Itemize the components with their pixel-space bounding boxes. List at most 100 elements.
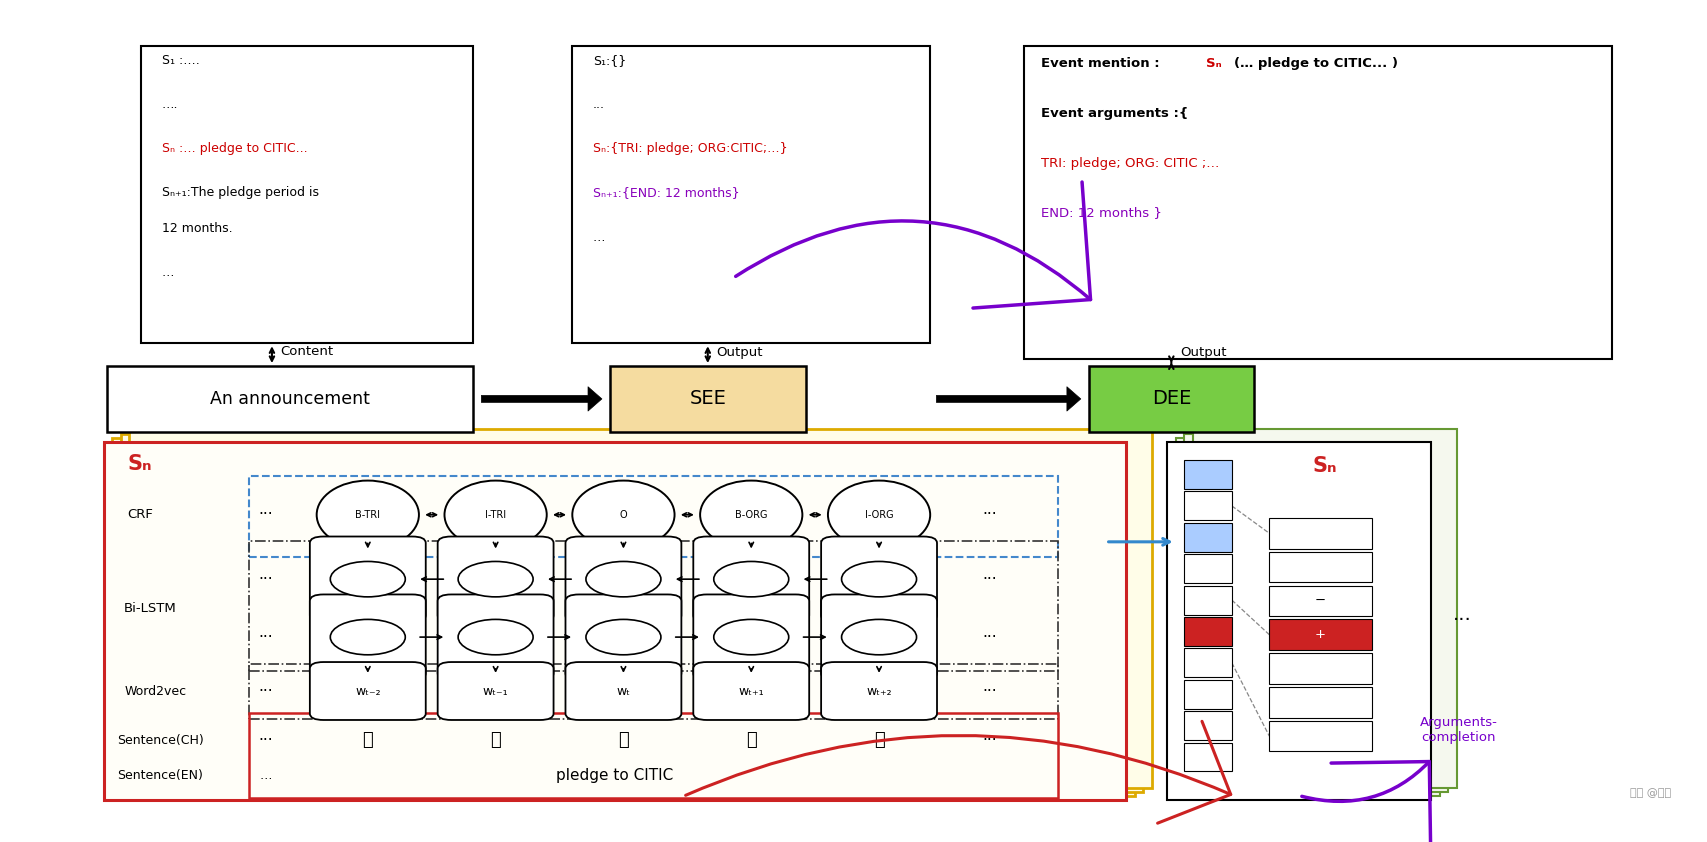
- Text: …: …: [592, 231, 606, 243]
- Text: Sₙ₊₁:The pledge period is: Sₙ₊₁:The pledge period is: [162, 186, 319, 200]
- Text: Sentence(CH): Sentence(CH): [118, 733, 205, 747]
- Bar: [1270, 653, 1372, 684]
- Text: ···: ···: [258, 630, 273, 645]
- Text: Word2vec: Word2vec: [125, 685, 186, 697]
- FancyBboxPatch shape: [693, 536, 809, 621]
- Bar: [1270, 585, 1372, 616]
- Text: Output: Output: [717, 346, 763, 360]
- Circle shape: [329, 620, 405, 655]
- Text: wₜ₊₂: wₜ₊₂: [865, 685, 891, 697]
- Text: …: …: [259, 769, 271, 782]
- Bar: [1185, 523, 1232, 552]
- Text: wₜ: wₜ: [616, 685, 630, 697]
- Bar: [249, 477, 1058, 557]
- Ellipse shape: [700, 481, 802, 549]
- Bar: [1185, 585, 1232, 615]
- Text: wₜ₋₁: wₜ₋₁: [483, 685, 509, 697]
- Text: Sₙ: Sₙ: [1313, 456, 1337, 476]
- FancyBboxPatch shape: [437, 594, 553, 679]
- Bar: [121, 434, 1144, 791]
- Text: ….: ….: [162, 98, 178, 111]
- Bar: [1185, 711, 1232, 740]
- Text: DEE: DEE: [1152, 389, 1191, 408]
- Bar: [1185, 434, 1448, 791]
- Text: I-ORG: I-ORG: [865, 509, 893, 520]
- Circle shape: [329, 562, 405, 597]
- Bar: [1270, 721, 1372, 751]
- FancyBboxPatch shape: [437, 662, 553, 720]
- Circle shape: [586, 562, 661, 597]
- Text: ···: ···: [258, 733, 273, 748]
- FancyBboxPatch shape: [565, 662, 681, 720]
- Bar: [1193, 429, 1456, 787]
- Text: Sₙ:{TRI: pledge; ORG:CITIC;…}: Sₙ:{TRI: pledge; ORG:CITIC;…}: [592, 142, 787, 155]
- FancyBboxPatch shape: [565, 594, 681, 679]
- Text: S₁ :….: S₁ :….: [162, 54, 200, 67]
- FancyBboxPatch shape: [821, 536, 937, 621]
- FancyBboxPatch shape: [311, 594, 425, 679]
- Bar: [142, 45, 473, 344]
- Circle shape: [457, 620, 533, 655]
- Text: I-TRI: I-TRI: [485, 509, 507, 520]
- FancyBboxPatch shape: [693, 662, 809, 720]
- Bar: [249, 664, 1058, 719]
- Bar: [130, 429, 1152, 787]
- Bar: [1089, 366, 1255, 432]
- Text: Sentence(EN): Sentence(EN): [118, 769, 203, 782]
- Text: Bi-LSTM: Bi-LSTM: [125, 602, 178, 615]
- Text: wₜ₋₂: wₜ₋₂: [355, 685, 381, 697]
- Text: ···: ···: [983, 630, 997, 645]
- Ellipse shape: [318, 481, 418, 549]
- Text: Sₙ: Sₙ: [1207, 57, 1222, 70]
- FancyArrowPatch shape: [686, 722, 1231, 823]
- Bar: [1185, 460, 1232, 489]
- Bar: [1270, 620, 1372, 650]
- Text: B-ORG: B-ORG: [736, 509, 768, 520]
- Bar: [1185, 492, 1232, 520]
- Bar: [1185, 743, 1232, 771]
- Text: Arguments-
completion: Arguments- completion: [1420, 716, 1497, 743]
- Text: 信: 信: [874, 731, 884, 749]
- Text: Sₙ: Sₙ: [128, 454, 152, 474]
- Text: +: +: [1314, 628, 1326, 642]
- Text: ···: ···: [983, 572, 997, 587]
- Circle shape: [457, 562, 533, 597]
- Ellipse shape: [572, 481, 674, 549]
- Text: TRI: pledge; ORG: CITIC ;…: TRI: pledge; ORG: CITIC ;…: [1041, 157, 1219, 169]
- Text: ···: ···: [983, 507, 997, 522]
- Bar: [1270, 687, 1372, 717]
- Text: ···: ···: [258, 684, 273, 699]
- Text: 给: 给: [618, 731, 628, 749]
- Text: Content: Content: [280, 345, 333, 358]
- Text: Sₙ :… pledge to CITIC...: Sₙ :… pledge to CITIC...: [162, 142, 307, 155]
- Text: 知乎 @婵婵: 知乎 @婵婵: [1630, 788, 1671, 798]
- Text: ···: ···: [983, 733, 997, 748]
- Ellipse shape: [828, 481, 930, 549]
- Text: 中: 中: [746, 731, 756, 749]
- Bar: [108, 366, 473, 432]
- Circle shape: [842, 620, 917, 655]
- Text: END: 12 months }: END: 12 months }: [1041, 206, 1162, 220]
- FancyBboxPatch shape: [437, 536, 553, 621]
- Text: wₜ₊₁: wₜ₊₁: [739, 685, 765, 697]
- Text: ···: ···: [258, 507, 273, 522]
- Text: ···: ···: [983, 684, 997, 699]
- Bar: [1185, 648, 1232, 677]
- FancyBboxPatch shape: [821, 594, 937, 679]
- Bar: [572, 45, 930, 344]
- Text: An announcement: An announcement: [210, 390, 370, 408]
- FancyBboxPatch shape: [311, 662, 425, 720]
- Text: ...: ...: [592, 98, 604, 111]
- Text: Output: Output: [1180, 346, 1226, 360]
- Bar: [249, 712, 1058, 798]
- Circle shape: [714, 562, 789, 597]
- Bar: [1270, 518, 1372, 549]
- Text: pledge to CITIC: pledge to CITIC: [556, 768, 674, 783]
- Text: 质: 质: [362, 731, 374, 749]
- Circle shape: [586, 620, 661, 655]
- Bar: [609, 366, 806, 432]
- Text: ···: ···: [1453, 611, 1471, 630]
- Bar: [1176, 438, 1439, 796]
- FancyBboxPatch shape: [565, 536, 681, 621]
- Bar: [113, 438, 1135, 796]
